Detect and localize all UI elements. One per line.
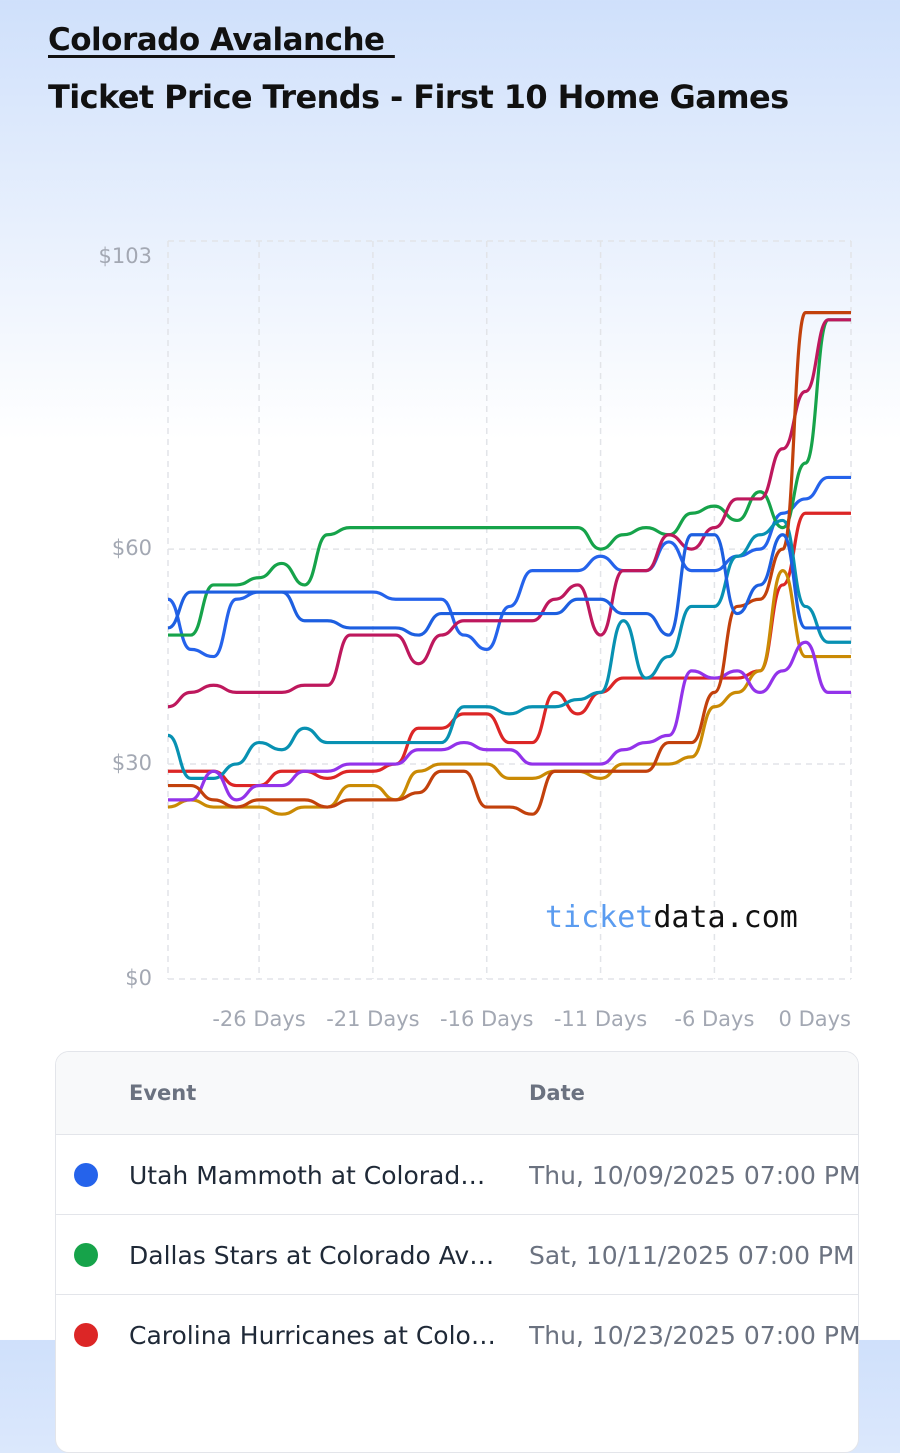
x-tick-label: 0 Days <box>779 1007 851 1031</box>
price-line <box>168 640 851 802</box>
column-header[interactable]: Date <box>529 1081 585 1105</box>
y-tick-label: $0 <box>125 966 152 990</box>
watermark: ticketdata.com <box>545 900 798 935</box>
events-table: Event Date Utah Mammoth at Colorad… Thu, … <box>55 1051 859 1453</box>
event-date: Sat, 10/11/2025 07:00 PM <box>529 1240 855 1270</box>
column-header[interactable]: Event <box>129 1081 197 1105</box>
price-line <box>167 568 851 816</box>
x-tick-label: -21 Days <box>326 1007 419 1031</box>
event-date: Thu, 10/23/2025 07:00 PM <box>529 1320 859 1350</box>
legend-dot <box>74 1163 98 1187</box>
event-date: Thu, 10/09/2025 07:00 PM <box>529 1160 859 1190</box>
event-name: Carolina Hurricanes at Colo… <box>129 1320 496 1350</box>
price-line <box>168 311 851 816</box>
y-tick-label: $60 <box>112 536 152 560</box>
event-name: Dallas Stars at Colorado Av… <box>129 1240 495 1270</box>
subtitle: Ticket Price Trends - First 10 Home Game… <box>48 78 789 116</box>
table-row[interactable]: Utah Mammoth at Colorad… Thu, 10/09/2025 … <box>56 1134 858 1215</box>
price-line <box>167 318 851 709</box>
x-tick-label: -6 Days <box>674 1007 754 1031</box>
chart: ticketdata.com $0 $30 $60 $103 -26 Days -21 D… <box>99 240 852 1031</box>
price-line <box>167 518 851 780</box>
legend-dot <box>74 1323 98 1347</box>
table-header: Event Date <box>56 1052 858 1134</box>
x-tick-label: -16 Days <box>440 1007 533 1031</box>
price-line <box>167 533 851 637</box>
y-tick-label: $103 <box>99 244 152 268</box>
table-row[interactable]: Dallas Stars at Colorado Av… Sat, 10/11/2… <box>56 1214 858 1295</box>
watermark-part: ticket <box>545 900 653 935</box>
event-name: Utah Mammoth at Colorad… <box>129 1160 486 1190</box>
watermark-part: data.com <box>653 900 798 935</box>
table-row[interactable]: Carolina Hurricanes at Colo… Thu, 10/23/2… <box>56 1294 858 1375</box>
x-tick-label: -11 Days <box>554 1007 647 1031</box>
legend-dot <box>74 1243 98 1267</box>
x-tick-label: -26 Days <box>212 1007 305 1031</box>
team-title[interactable]: Colorado Avalanche <box>48 22 395 58</box>
price-line <box>168 318 851 637</box>
y-tick-label: $30 <box>112 751 152 775</box>
